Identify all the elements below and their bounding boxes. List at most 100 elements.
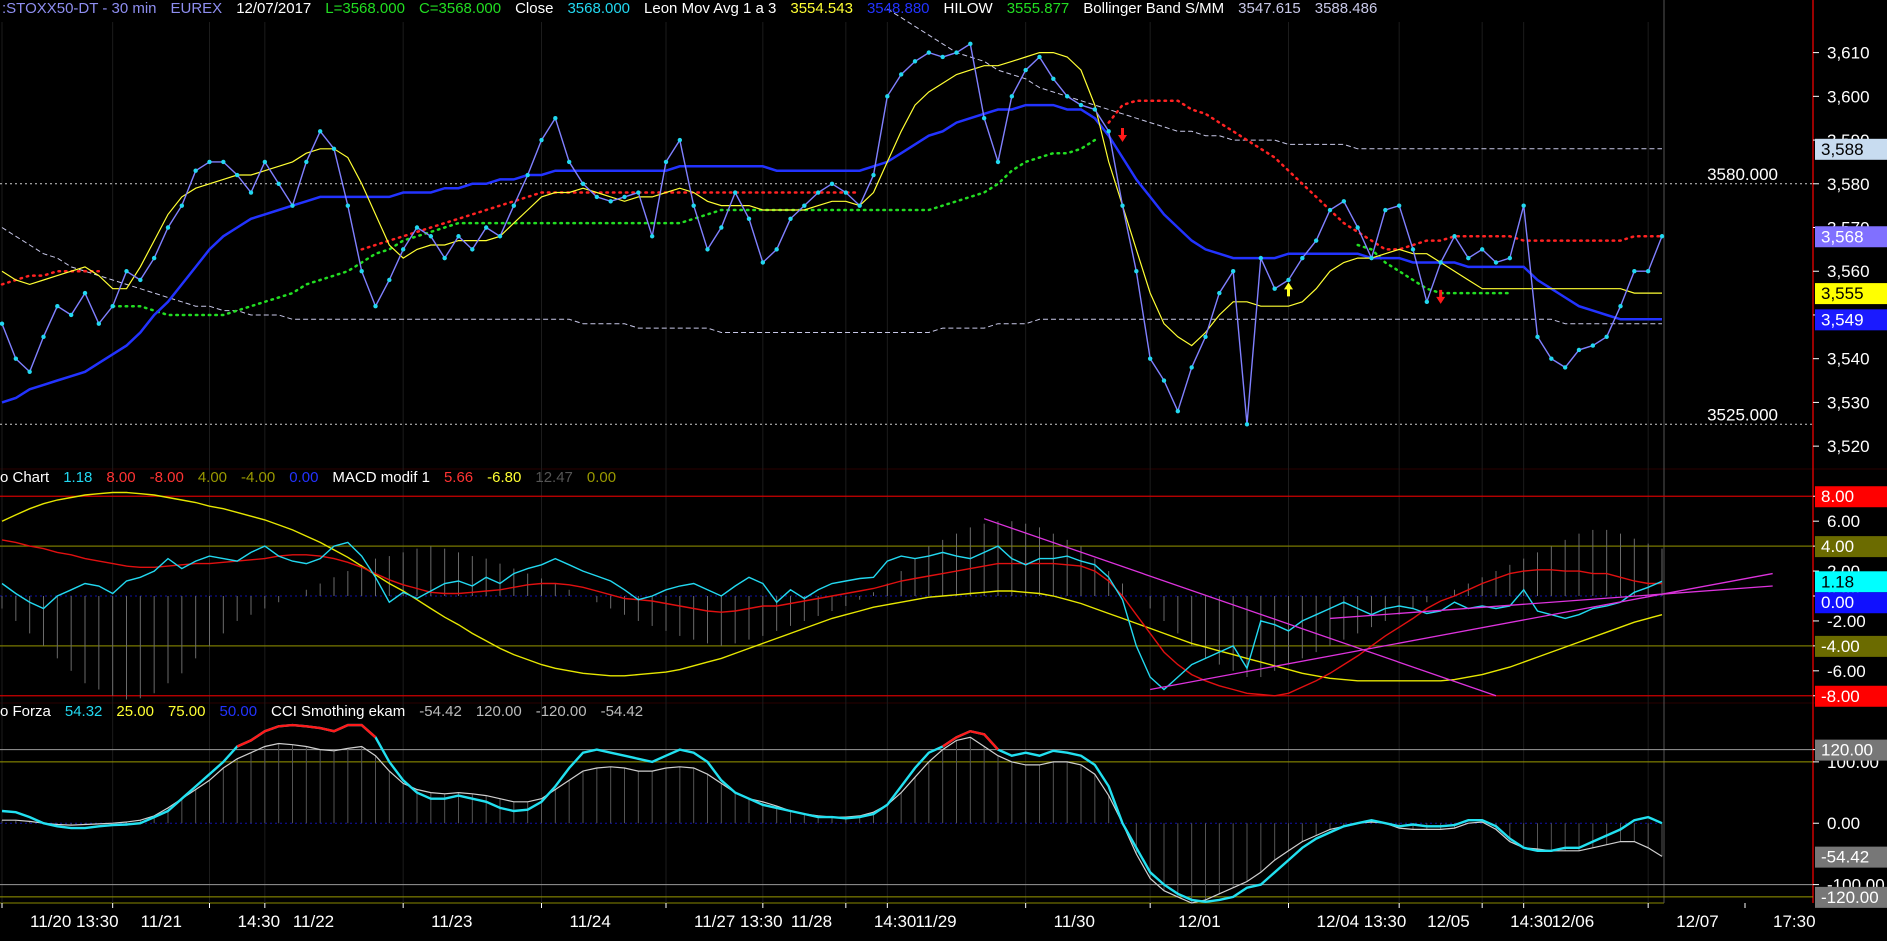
header-item: 120.00: [475, 703, 522, 720]
close-price-point: [691, 203, 696, 208]
close-price-point: [788, 216, 793, 221]
x-tick-label: 12/01: [1178, 912, 1221, 931]
macd-panel-header: o Chart 1.18 8.00 -8.00 4.00 -4.00 0.00 MACD mo…: [0, 469, 630, 487]
close-price-point: [1549, 356, 1554, 361]
close-price-point: [719, 225, 724, 230]
close-price-point: [1645, 269, 1651, 274]
close-price-point: [1396, 203, 1402, 208]
value-tag-label: 8.00: [1821, 487, 1854, 506]
header-item: 3555.877: [1006, 0, 1070, 17]
close-price-point: [940, 54, 945, 60]
header-item: Leon Mov Avg 1 a 3: [644, 0, 777, 17]
header-item: Bollinger Band S/MM: [1083, 0, 1225, 17]
close-price-point: [317, 129, 323, 134]
header-item: -120.00: [535, 703, 587, 720]
close-price-point: [802, 203, 807, 208]
close-price-point: [1244, 422, 1250, 427]
y-tick-label: -6.00: [1827, 662, 1866, 681]
close-price-point: [276, 181, 281, 186]
close-price-point: [13, 356, 19, 361]
close-price-point: [1147, 356, 1153, 361]
value-tag-label: 3,588: [1821, 140, 1864, 159]
header-item: C=3568.000: [418, 0, 502, 17]
value-tag-label: 0.00: [1821, 593, 1854, 612]
close-price-point: [663, 159, 669, 165]
close-price-point: [1037, 54, 1042, 60]
close-price-point: [760, 260, 766, 265]
close-price-point: [1161, 378, 1167, 383]
close-price-point: [746, 216, 752, 221]
x-tick-label: 14:30: [1510, 912, 1553, 931]
y-tick-label: 3,540: [1827, 350, 1870, 369]
close-price-point: [1452, 234, 1457, 239]
close-price-point: [179, 203, 185, 208]
close-price-point: [290, 203, 295, 208]
close-price-point: [912, 59, 918, 64]
close-price-point: [27, 369, 32, 375]
close-price-point: [981, 115, 987, 121]
close-price-point: [1064, 94, 1070, 99]
close-price-point: [165, 225, 171, 230]
close-price-point: [1507, 255, 1513, 261]
value-tag-box: [1815, 309, 1887, 331]
slow-moving-average-line: [1, 103, 1662, 404]
value-tag-box: [1815, 685, 1887, 707]
header-item: 25.00: [116, 703, 154, 720]
close-price-point: [649, 234, 655, 239]
value-tag-box: [1815, 486, 1887, 508]
close-price-point: [456, 234, 461, 239]
close-price-point: [262, 159, 268, 165]
close-price-point: [1383, 207, 1388, 213]
close-price-point: [82, 290, 88, 296]
close-price-point: [359, 269, 364, 274]
close-price-point: [41, 334, 46, 340]
close-price-point: [511, 203, 517, 208]
close-price-point: [968, 41, 973, 47]
header-item: 8.00: [106, 469, 136, 486]
close-price-point: [898, 72, 904, 77]
x-tick-label: 11/27 13:30: [694, 912, 783, 931]
x-tick-label: 14:30: [874, 912, 917, 931]
header-item: CCI Smothing ekam: [271, 703, 406, 720]
close-price-point: [525, 172, 530, 178]
close-price-point: [248, 190, 254, 195]
bollinger-lower-line: [1, 227, 1662, 333]
close-price-point: [151, 255, 157, 261]
y-tick-label: 3,580: [1827, 175, 1870, 194]
value-tag-label: -8.00: [1821, 687, 1860, 706]
grid-lines: [0, 0, 1887, 904]
close-price-point: [885, 94, 890, 99]
close-price-point: [193, 168, 198, 173]
close-price-point: [1106, 129, 1111, 134]
x-tick-label: 12/04 13:30: [1317, 912, 1407, 931]
y-tick-label: -2.00: [1827, 612, 1866, 631]
header-item: o Forza: [0, 703, 51, 720]
x-tick-label: 11/22: [293, 912, 334, 931]
close-price-point: [1092, 107, 1098, 112]
value-tag-label: 4.00: [1821, 537, 1854, 556]
x-tick-label: 12/06: [1552, 912, 1595, 931]
close-price-point: [1369, 255, 1374, 261]
header-item: Close: [515, 0, 554, 17]
close-price-point: [1009, 94, 1015, 99]
close-price-point: [594, 194, 600, 200]
header-item: 4.00: [197, 469, 228, 486]
close-price-point: [829, 181, 835, 186]
value-tag-box: [1815, 739, 1887, 761]
close-price-point: [1410, 247, 1416, 252]
close-price-point: [857, 203, 862, 208]
close-price-point: [1438, 260, 1443, 265]
bollinger-upper-line: [887, 8, 1662, 150]
header-item: EUREX: [170, 0, 223, 17]
close-price-point: [539, 137, 544, 143]
close-price-point: [55, 304, 60, 309]
price-panel-header: :STOXX50-DT - 30 min EUREX 12/07/2017 L=356…: [2, 0, 1391, 18]
value-tag-box: [1815, 846, 1887, 868]
value-tag-box: [1815, 138, 1887, 160]
sell-arrow-icon: [1436, 289, 1446, 304]
x-tick-label: 11/28: [791, 912, 832, 931]
value-tag-box: [1815, 592, 1887, 614]
close-price-point: [566, 159, 572, 165]
y-tick-label: 3,530: [1827, 393, 1870, 412]
